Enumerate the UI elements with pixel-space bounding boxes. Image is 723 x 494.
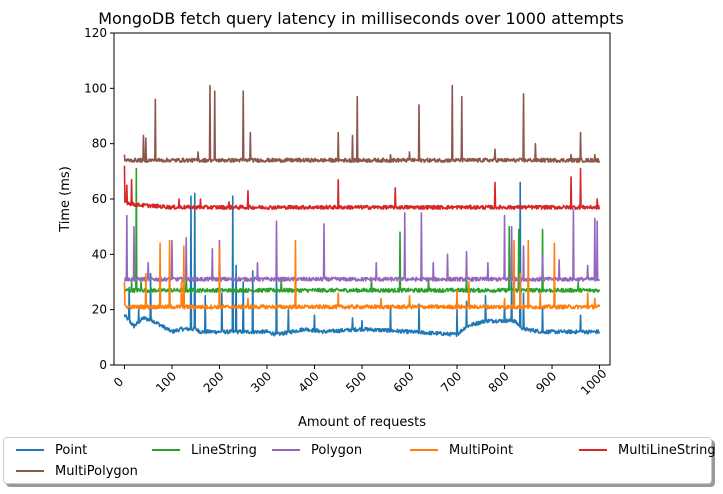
legend-label: MultiPolygon xyxy=(55,463,138,479)
legend-swatch xyxy=(579,449,607,451)
y-tick-label: 0 xyxy=(99,358,107,372)
x-tick-label: 200 xyxy=(201,369,227,395)
x-tick-label: 0 xyxy=(111,375,126,390)
y-tick-label: 60 xyxy=(92,192,107,206)
legend-swatch xyxy=(272,449,300,451)
legend: Point LineString Polygon MultiPoint MultiLin… xyxy=(3,437,716,484)
y-axis-label: Time (ms) xyxy=(58,166,73,233)
x-tick-label: 300 xyxy=(248,369,274,395)
legend-item: Point xyxy=(16,441,87,459)
x-axis-label: Amount of requests xyxy=(298,415,426,430)
x-tick-label: 100 xyxy=(153,369,179,395)
legend-item: Polygon xyxy=(272,441,362,459)
legend-label: Polygon xyxy=(311,442,363,458)
series-line-multilinestring xyxy=(123,165,601,211)
series-line-multipolygon xyxy=(123,84,601,163)
plot-lines xyxy=(123,84,601,338)
series-line-point xyxy=(123,181,601,338)
y-tick-label: 120 xyxy=(84,26,107,40)
x-tick-label: 900 xyxy=(533,369,559,395)
legend-swatch xyxy=(152,449,180,451)
x-tick-label: 800 xyxy=(486,369,512,395)
x-tick-label: 400 xyxy=(296,369,322,395)
y-tick-label: 40 xyxy=(92,247,107,261)
legend-label: MultiPoint xyxy=(449,442,514,458)
y-axis: 0 20 40 60 80 100 120 xyxy=(84,26,114,372)
legend-label: LineString xyxy=(191,442,257,458)
y-tick-label: 80 xyxy=(92,137,107,151)
y-tick-label: 100 xyxy=(84,81,107,95)
legend-item: LineString xyxy=(152,441,257,459)
legend-swatch xyxy=(16,449,44,451)
series-line-multipoint xyxy=(123,239,601,310)
x-axis: 0 100 200 300 400 500 600 700 800 900 1000 xyxy=(111,365,609,398)
x-tick-label: 600 xyxy=(391,369,417,395)
x-tick-label: 1000 xyxy=(578,366,609,397)
y-tick-label: 20 xyxy=(92,303,107,317)
legend-item: MultiLineString xyxy=(579,441,716,459)
chart-title: MongoDB fetch query latency in milliseco… xyxy=(98,9,624,28)
legend-swatch xyxy=(16,470,44,472)
plot-frame xyxy=(113,32,611,366)
legend-item: MultiPoint xyxy=(410,441,513,459)
x-tick-label: 700 xyxy=(438,369,464,395)
legend-swatch xyxy=(410,449,438,451)
x-tick-label: 500 xyxy=(343,369,369,395)
legend-label: MultiLineString xyxy=(618,442,716,458)
legend-item: MultiPolygon xyxy=(16,462,138,480)
legend-label: Point xyxy=(55,442,88,458)
